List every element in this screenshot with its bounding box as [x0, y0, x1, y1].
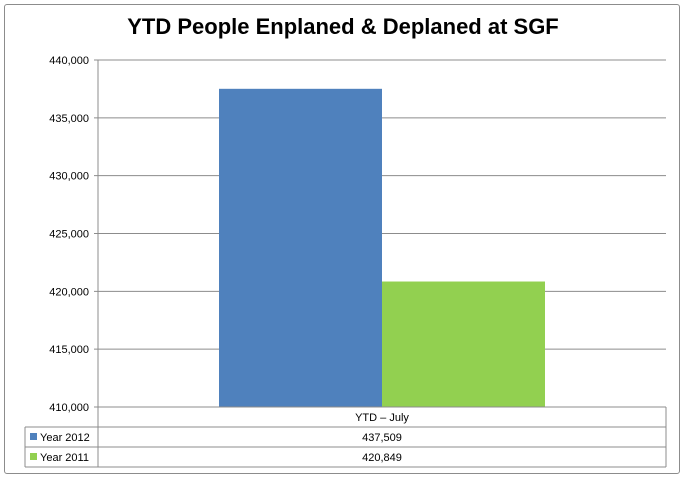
y-tick-label: 425,000: [49, 229, 89, 241]
data-table: YTD – July Year 2012 437,509 Year 2011 420,8…: [24, 406, 667, 468]
data-label: 420,849: [362, 452, 402, 464]
y-tick-label: 410,000: [49, 402, 89, 414]
y-tick-label: 435,000: [49, 113, 89, 125]
chart-title: YTD People Enplaned & Deplaned at SGF: [127, 14, 559, 39]
legend-label: Year 2012: [40, 432, 90, 444]
bar-year-2011: [382, 281, 545, 407]
y-tick-label: 440,000: [49, 55, 89, 67]
data-label: 437,509: [362, 432, 402, 444]
legend-key: [30, 453, 37, 460]
y-tick-label: 420,000: [49, 286, 89, 298]
bar-year-2012: [219, 88, 382, 408]
bars: [219, 88, 545, 408]
legend-key: [30, 433, 37, 440]
y-tick-label: 415,000: [49, 344, 89, 356]
y-tick-label: 430,000: [49, 171, 89, 183]
x-category-label: YTD – July: [355, 412, 409, 424]
legend-label: Year 2011: [40, 452, 89, 464]
y-axis-ticks: 410,000 415,000 420,000 425,000 430,000 435,0…: [49, 55, 89, 414]
